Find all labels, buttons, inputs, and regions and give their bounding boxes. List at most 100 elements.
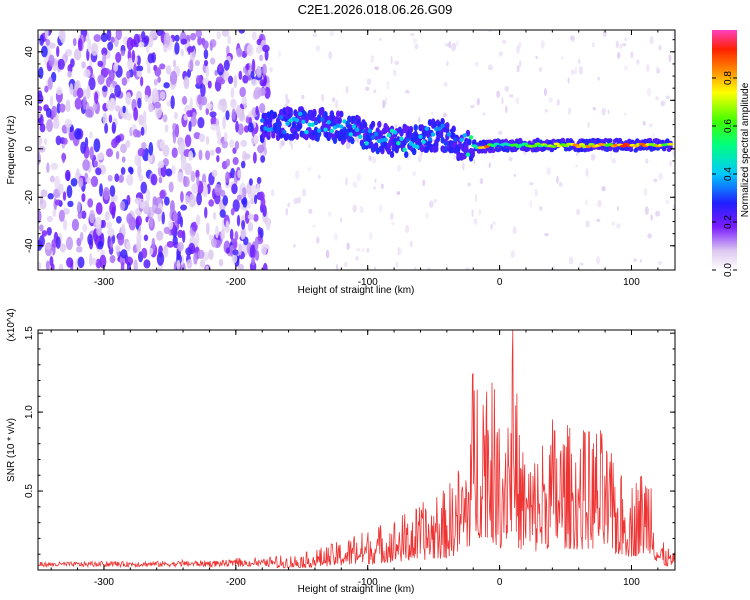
noise-blob bbox=[38, 235, 45, 248]
noise-blob bbox=[163, 43, 168, 53]
noise-blob bbox=[205, 150, 211, 161]
noise-blob bbox=[55, 135, 62, 146]
noise-speck bbox=[451, 43, 456, 52]
noise-speck bbox=[391, 221, 395, 226]
noise-blob bbox=[56, 87, 63, 96]
noise-speck bbox=[315, 45, 321, 52]
noise-speck bbox=[643, 188, 648, 196]
noise-blob bbox=[172, 130, 177, 144]
noise-blob bbox=[126, 37, 134, 51]
noise-blob bbox=[103, 68, 111, 75]
noise-blob bbox=[239, 86, 246, 98]
noise-speck bbox=[373, 186, 376, 190]
noise-speck bbox=[508, 156, 513, 162]
noise-blob bbox=[144, 94, 149, 103]
noise-blob bbox=[38, 224, 44, 232]
noise-blob bbox=[186, 110, 193, 118]
noise-blob bbox=[242, 196, 248, 208]
noise-speck bbox=[497, 130, 503, 136]
signal-band bbox=[271, 131, 276, 139]
noise-blob bbox=[38, 66, 44, 79]
noise-speck bbox=[655, 210, 661, 217]
signal-core bbox=[358, 134, 363, 139]
signal-core bbox=[493, 142, 500, 146]
noise-blob bbox=[110, 196, 115, 204]
noise-blob bbox=[64, 169, 71, 182]
signal-core bbox=[316, 128, 322, 133]
noise-blob bbox=[50, 162, 59, 170]
snr-series-line bbox=[38, 330, 675, 569]
noise-blob bbox=[195, 30, 203, 38]
noise-blob bbox=[88, 77, 96, 91]
noise-speck bbox=[339, 217, 343, 223]
signal-core bbox=[471, 144, 478, 148]
noise-blob bbox=[221, 139, 228, 149]
noise-blob bbox=[188, 120, 192, 132]
noise-speck bbox=[568, 256, 574, 265]
snr-panel: -300 -200 -100 0 100 0.5 1.0 1.5 Height of stra… bbox=[6, 308, 676, 595]
noise-speck bbox=[570, 69, 575, 75]
noise-speck bbox=[287, 202, 291, 208]
noise-blob bbox=[180, 48, 184, 57]
noise-blob bbox=[205, 136, 210, 145]
noise-speck bbox=[355, 256, 359, 262]
noise-blob bbox=[89, 131, 93, 139]
noise-blob bbox=[143, 110, 147, 124]
noise-blob bbox=[109, 240, 114, 250]
noise-blob bbox=[251, 58, 256, 73]
noise-blob bbox=[209, 41, 213, 52]
spectrogram-xlabel: Height of straight line (km) bbox=[298, 285, 415, 296]
snr-axes: -300 -200 -100 0 100 0.5 1.0 1.5 bbox=[24, 326, 675, 588]
noise-blob bbox=[222, 116, 226, 130]
noise-blob bbox=[86, 85, 91, 100]
noise-speck bbox=[575, 164, 579, 168]
noise-speck bbox=[610, 152, 613, 162]
signal-band bbox=[472, 140, 477, 145]
noise-blob bbox=[76, 87, 84, 99]
noise-blob bbox=[246, 43, 254, 57]
noise-blob bbox=[195, 75, 202, 86]
noise-speck bbox=[518, 59, 522, 68]
noise-speck bbox=[636, 59, 640, 65]
noise-blob bbox=[252, 151, 257, 164]
noise-blob bbox=[93, 34, 101, 43]
noise-blob bbox=[132, 128, 139, 138]
signal-core bbox=[285, 121, 290, 126]
noise-speck bbox=[352, 181, 358, 188]
noise-speck bbox=[666, 95, 670, 100]
signal-band bbox=[628, 147, 634, 153]
noise-speck bbox=[607, 109, 610, 115]
noise-blob bbox=[230, 87, 235, 99]
noise-blob bbox=[139, 201, 145, 209]
noise-blob bbox=[133, 106, 139, 121]
noise-speck bbox=[496, 90, 500, 99]
noise-blob bbox=[133, 259, 138, 270]
noise-blob bbox=[189, 97, 193, 111]
noise-blob bbox=[202, 40, 209, 50]
signal-band bbox=[434, 145, 439, 153]
signal-band bbox=[668, 146, 673, 151]
noise-blob bbox=[133, 33, 140, 48]
noise-blob bbox=[180, 38, 188, 45]
signal-band bbox=[440, 117, 445, 125]
noise-blob bbox=[118, 174, 124, 183]
noise-speck bbox=[317, 174, 321, 180]
signal-band bbox=[380, 145, 385, 153]
noise-speck bbox=[302, 188, 307, 197]
noise-blob bbox=[158, 176, 163, 184]
noise-blob bbox=[126, 70, 131, 79]
noise-blob bbox=[154, 101, 161, 109]
noise-blob bbox=[100, 32, 108, 43]
noise-speck bbox=[630, 51, 634, 59]
noise-blob bbox=[206, 102, 213, 110]
noise-speck bbox=[285, 207, 289, 216]
noise-blob bbox=[78, 177, 84, 188]
noise-speck bbox=[574, 67, 577, 75]
noise-speck bbox=[544, 108, 549, 113]
noise-speck bbox=[478, 209, 481, 216]
signal-band bbox=[438, 131, 444, 139]
noise-speck bbox=[479, 177, 484, 185]
noise-blob bbox=[129, 167, 134, 175]
